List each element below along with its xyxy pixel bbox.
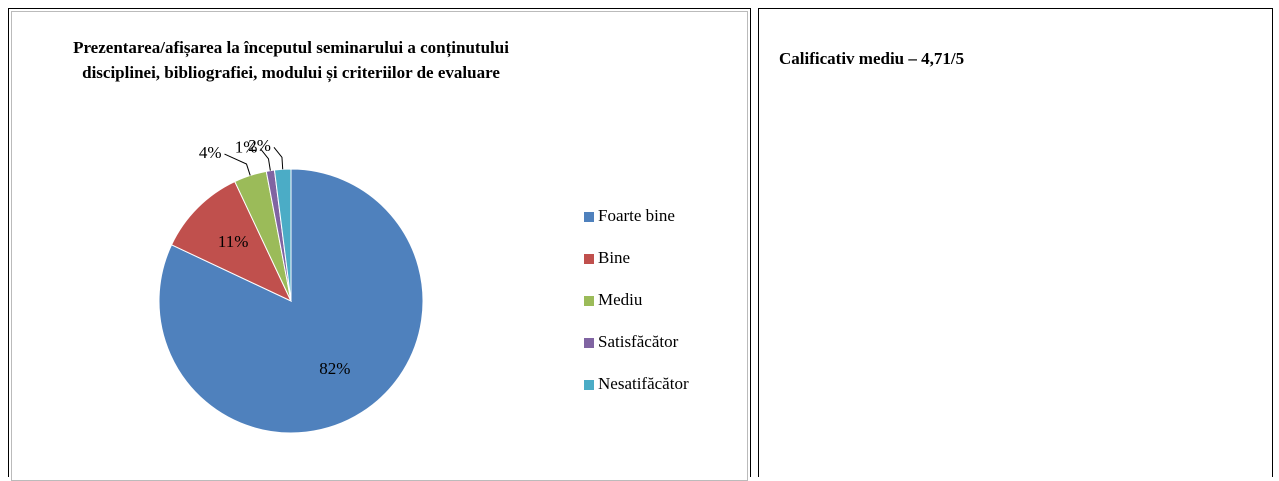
- data-label: 11%: [218, 232, 249, 251]
- data-label: 82%: [319, 359, 350, 378]
- legend-swatch: [584, 296, 594, 306]
- data-label: 2%: [248, 136, 271, 155]
- legend-label: Foarte bine: [598, 206, 675, 225]
- legend-swatch: [584, 380, 594, 390]
- data-label: 1%: [235, 138, 258, 157]
- legend-swatch: [584, 338, 594, 348]
- chart-title: Prezentarea/afișarea la începutul semina…: [73, 38, 509, 82]
- legend-label: Satisfăcător: [598, 332, 679, 351]
- pie-slice: [170, 180, 293, 303]
- legend-label: Nesatifăcător: [598, 374, 689, 393]
- leader-line: [224, 153, 251, 176]
- table-cell: Calificativ mediu – 4,71/5: [758, 8, 1273, 477]
- leader-line: [273, 146, 284, 170]
- legend-label: Bine: [598, 248, 630, 267]
- legend-swatch: [584, 212, 594, 222]
- legend-label: Mediu: [598, 290, 643, 309]
- leader-line: [260, 148, 271, 171]
- legend-swatch: [584, 254, 594, 264]
- table-cell: 82% 11% 4% 1% 2% Foarte bine Bine Mediu Satisfăc…: [8, 8, 751, 481]
- average-rating: Calificativ mediu – 4,71/5: [779, 49, 965, 68]
- chart: 82% 11% 4% 1%2% Foarte bine Bine Mediu Satisfăc…: [158, 136, 689, 434]
- pie-slice: [273, 168, 292, 302]
- data-label: 4%: [199, 143, 222, 162]
